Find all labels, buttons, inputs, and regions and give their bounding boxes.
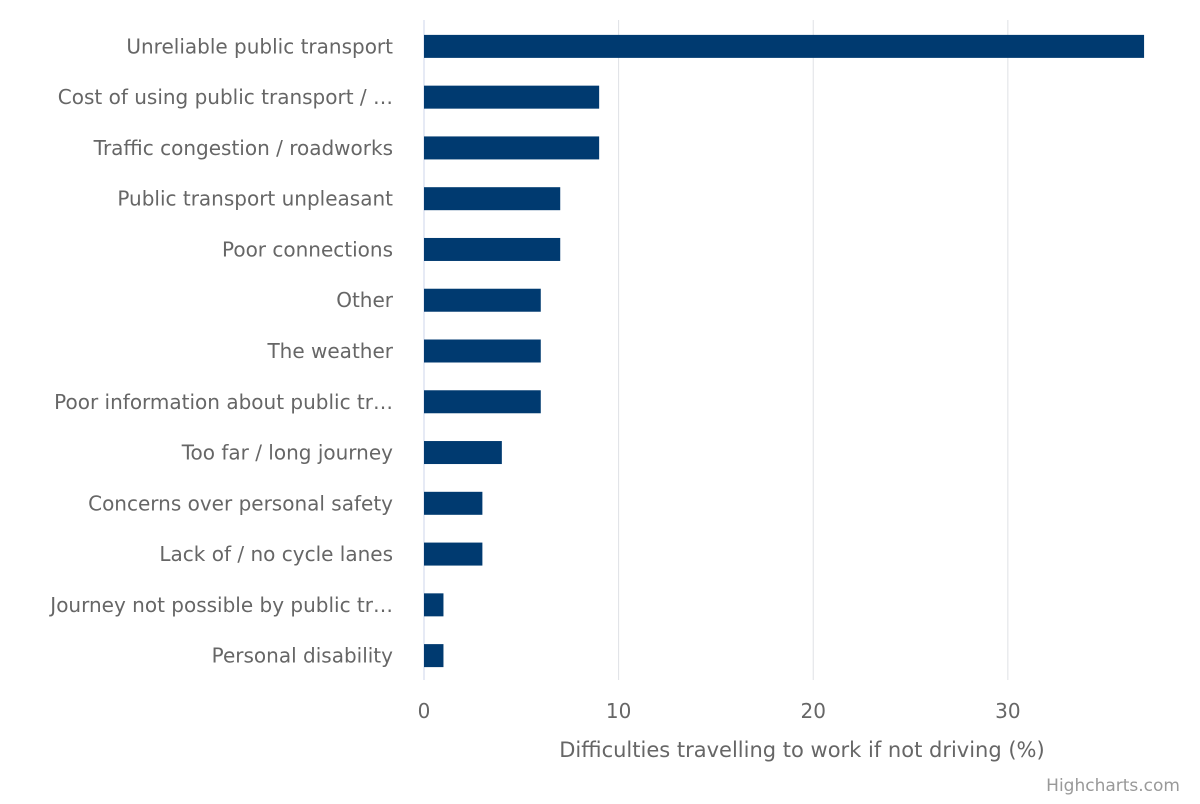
x-axis-title: Difficulties travelling to work if not d…	[559, 738, 1044, 762]
bar[interactable]	[424, 34, 1145, 58]
bar[interactable]	[424, 441, 502, 465]
x-tick-label: 20	[801, 699, 826, 723]
category-label: Personal disability	[212, 644, 394, 668]
bars	[424, 34, 1145, 668]
bar[interactable]	[424, 237, 561, 261]
bar[interactable]	[424, 593, 444, 617]
bar[interactable]	[424, 339, 541, 363]
category-label: Other	[336, 288, 394, 312]
category-label: Lack of / no cycle lanes	[159, 542, 393, 566]
category-labels: Unreliable public transport Cost of using…	[48, 34, 393, 667]
bar[interactable]	[424, 85, 600, 109]
category-label: Cost of using public transport / …	[58, 85, 393, 109]
category-label: Unreliable public transport	[126, 34, 393, 58]
bar[interactable]	[424, 542, 483, 566]
category-label: Poor information about public tr…	[54, 390, 393, 414]
category-label: Poor connections	[222, 237, 393, 261]
x-tick-label: 0	[418, 699, 431, 723]
bar[interactable]	[424, 644, 444, 668]
category-label: Traffic congestion / roadworks	[93, 136, 393, 160]
bar[interactable]	[424, 136, 600, 160]
bar[interactable]	[424, 390, 541, 414]
x-axis-tick-labels: 0 10 20 30	[418, 699, 1021, 723]
credits-link[interactable]: Highcharts.com	[1046, 776, 1180, 796]
bar[interactable]	[424, 491, 483, 515]
category-label: Journey not possible by public tr…	[48, 593, 393, 617]
bar[interactable]	[424, 288, 541, 312]
bar[interactable]	[424, 187, 561, 211]
category-label: The weather	[266, 339, 393, 363]
x-tick-label: 30	[995, 699, 1020, 723]
category-label: Too far / long journey	[181, 441, 393, 465]
category-label: Public transport unpleasant	[117, 187, 393, 211]
category-label: Concerns over personal safety	[88, 491, 393, 515]
x-tick-label: 10	[606, 699, 631, 723]
